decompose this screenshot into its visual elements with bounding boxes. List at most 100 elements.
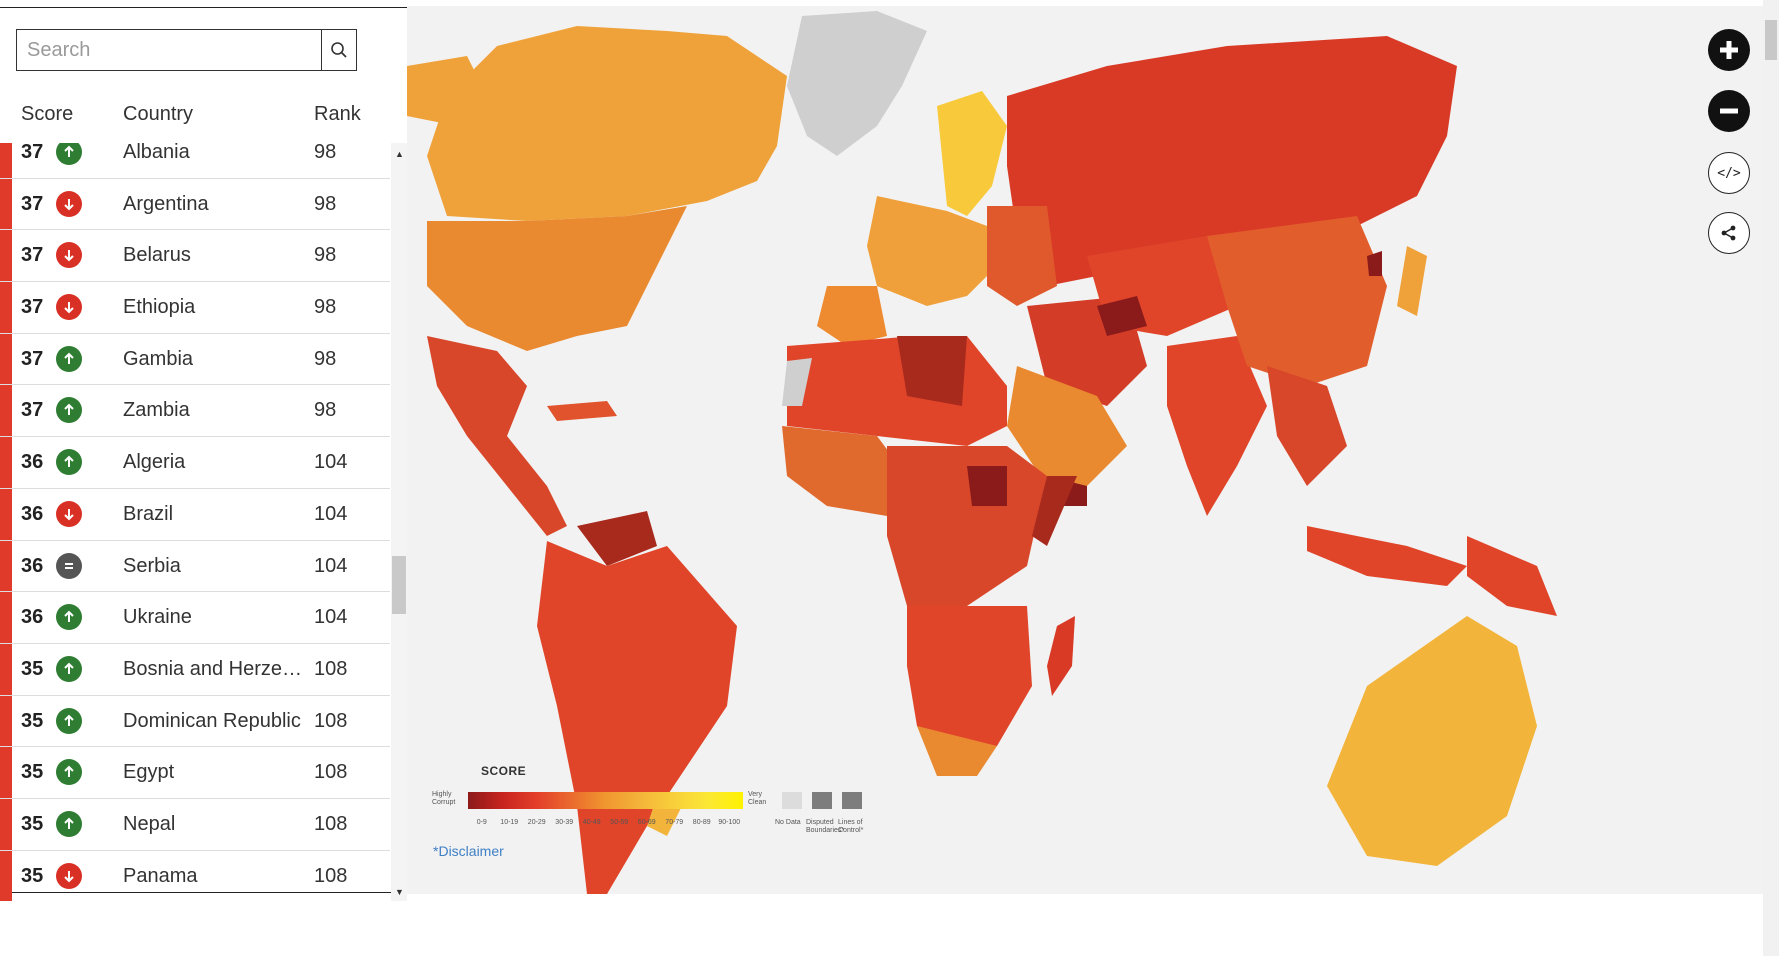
disclaimer-text: Disclaimer (438, 843, 504, 859)
arrow-up-icon (56, 143, 82, 165)
iberia-region (817, 286, 887, 346)
arrow-down-icon (56, 190, 82, 217)
row-score-bar (0, 747, 12, 798)
legend-tick: 70-79 (665, 819, 684, 826)
row-rank: 98 (314, 143, 337, 163)
row-score: 37 (21, 399, 44, 422)
table-row[interactable]: 37 Gambia 98 (0, 333, 390, 386)
row-rank: 98 (314, 192, 337, 215)
world-map[interactable]: SCORE Highly Corrupt Very Clean 0-9 10-19… (407, 6, 1763, 894)
code-icon: </> (1717, 165, 1741, 181)
row-country: Panama (123, 864, 198, 887)
alaska-region (407, 56, 487, 126)
arrow-down-icon (56, 242, 82, 269)
legend-low-label: Highly Corrupt (432, 791, 456, 806)
legend-high-label: Very Clean (748, 791, 767, 806)
scandinavia-region (937, 91, 1007, 216)
no-data-swatch (782, 792, 802, 809)
arrow-down-icon (56, 500, 82, 527)
se-asia-region (1267, 366, 1347, 486)
table-row[interactable]: 35 Panama 108 (0, 850, 390, 901)
table-row[interactable]: 37 Belarus 98 (0, 230, 390, 283)
table-row[interactable]: 37 Zambia 98 (0, 385, 390, 438)
row-rank: 104 (314, 451, 348, 474)
row-rank: 98 (314, 244, 337, 267)
row-rank: 108 (314, 812, 348, 835)
row-score-bar (0, 282, 12, 333)
equal-icon (56, 552, 82, 579)
venezuela-region (577, 511, 657, 566)
list-scrollbar[interactable]: ▲ ▼ (391, 143, 407, 901)
disclaimer-link[interactable]: *Disclaimer (433, 843, 504, 859)
row-rank: 108 (314, 657, 348, 680)
row-country: Albania (123, 143, 190, 163)
west-africa-region (782, 426, 907, 516)
scroll-thumb[interactable] (392, 556, 406, 614)
row-score-bar (0, 230, 12, 282)
disclaimer-prefix: * (433, 843, 439, 859)
header-rank[interactable]: Rank (314, 103, 361, 125)
legend-tick: 50-59 (610, 819, 629, 826)
search-box (16, 29, 357, 71)
embed-button[interactable]: </> (1708, 152, 1750, 194)
table-row[interactable]: 35 Egypt 108 (0, 747, 390, 799)
table-row[interactable]: 35 Dominican Republic 108 (0, 695, 390, 748)
somalia-region (1032, 476, 1077, 546)
row-score-bar (0, 592, 12, 643)
zoom-in-button[interactable] (1708, 29, 1750, 71)
legend-tick: 60-69 (637, 819, 656, 826)
turkmenistan-region (1097, 296, 1147, 336)
row-score-bar (0, 385, 12, 437)
western-europe-region (867, 196, 997, 306)
share-button[interactable] (1708, 212, 1750, 254)
libya-region (897, 336, 967, 406)
arrow-up-icon (56, 397, 82, 424)
japan-region (1397, 246, 1427, 316)
row-score: 36 (21, 554, 44, 577)
search-button[interactable] (321, 30, 356, 70)
table-row[interactable]: 37 Argentina 98 (0, 178, 390, 231)
north-africa-region (787, 336, 1007, 446)
row-country: Argentina (123, 192, 209, 215)
table-row[interactable]: 35 Bosnia and Herzegovina 108 (0, 643, 390, 696)
scroll-down-icon[interactable]: ▼ (395, 887, 404, 897)
table-row[interactable]: 36 Algeria 104 (0, 437, 390, 489)
table-row[interactable]: 35 Nepal 108 (0, 798, 390, 851)
row-rank: 108 (314, 761, 348, 784)
zoom-out-button[interactable] (1708, 90, 1750, 132)
zoom-out-icon (1720, 108, 1738, 114)
arrow-up-icon (56, 759, 82, 786)
row-score: 36 (21, 502, 44, 525)
search-input[interactable] (17, 30, 321, 70)
row-country: Bosnia and Herzegovina (123, 657, 308, 680)
page-scroll-thumb[interactable] (1765, 20, 1777, 60)
page-scrollbar[interactable] (1763, 0, 1779, 956)
arrow-down-icon (56, 294, 82, 321)
header-country[interactable]: Country (123, 103, 194, 125)
row-rank: 108 (314, 864, 348, 887)
table-row[interactable]: 37 Albania 98 (0, 143, 390, 179)
canada-region (427, 26, 787, 221)
row-country: Gambia (123, 347, 194, 370)
cuba-region (547, 401, 617, 421)
legend-tick: 30-39 (555, 819, 574, 826)
row-score: 37 (21, 143, 44, 163)
table-row[interactable]: 36 Serbia 104 (0, 540, 390, 593)
table-row[interactable]: 37 Ethiopia 98 (0, 282, 390, 334)
row-rank: 104 (314, 502, 348, 525)
row-rank: 108 (314, 709, 348, 732)
header-score[interactable]: Score (21, 103, 74, 125)
row-score-bar (0, 178, 12, 230)
eastern-europe-region (987, 206, 1057, 306)
legend-tick: 20-29 (527, 819, 546, 826)
madagascar-region (1047, 616, 1075, 696)
table-row[interactable]: 36 Brazil 104 (0, 488, 390, 541)
australia-region (1327, 616, 1537, 866)
table-row[interactable]: 36 Ukraine 104 (0, 592, 390, 644)
lines-of-control-swatch (842, 792, 862, 809)
scroll-up-icon[interactable]: ▲ (395, 149, 404, 159)
row-score: 37 (21, 347, 44, 370)
row-country: Brazil (123, 502, 174, 525)
arrow-up-icon (56, 345, 82, 372)
row-score: 37 (21, 192, 44, 215)
